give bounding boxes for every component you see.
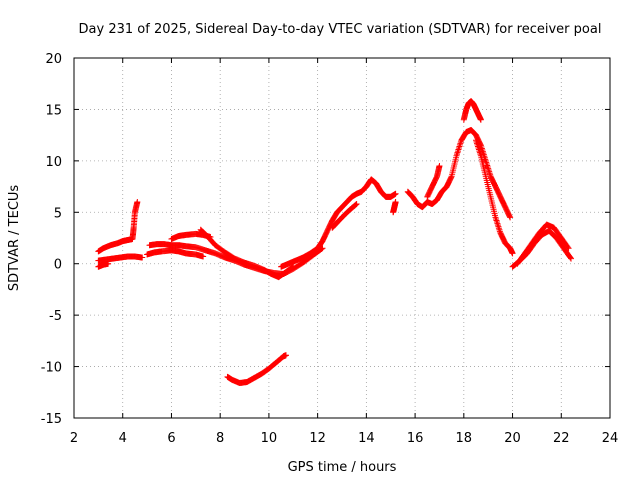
data-point <box>507 214 514 221</box>
data-point <box>392 190 399 197</box>
series-trace-e <box>144 247 207 260</box>
data-point <box>282 352 289 359</box>
series-trace-k <box>390 199 399 216</box>
data-point <box>568 255 575 262</box>
data-point <box>564 244 571 251</box>
y-tick-label: 15 <box>45 103 62 118</box>
data-point <box>353 201 360 208</box>
x-tick-label: 22 <box>553 431 570 446</box>
y-tick-label: -15 <box>41 412 62 427</box>
data-point <box>139 254 146 261</box>
series-trace-c <box>95 260 112 270</box>
x-tick-label: 2 <box>70 431 78 446</box>
y-tick-label: 20 <box>45 52 62 67</box>
x-tick-labels: 2 4 6 8 10 12 14 16 18 20 22 24 <box>70 431 618 446</box>
series-layer <box>95 98 575 387</box>
series-trace-i <box>278 176 399 270</box>
data-point <box>289 264 296 271</box>
series-trace-j <box>329 201 360 231</box>
series-trace-g <box>197 226 297 281</box>
series-trace-h <box>224 352 289 387</box>
data-point <box>477 116 484 123</box>
series-trace-a <box>95 199 141 255</box>
y-tick-labels: -15 -10 -5 0 5 10 15 20 <box>41 52 62 427</box>
chart-title: Day 231 of 2025, Sidereal Day-to-day VTE… <box>79 22 602 37</box>
y-tick-label: 5 <box>54 206 62 221</box>
grid-layer <box>74 58 610 418</box>
x-tick-label: 14 <box>358 431 375 446</box>
data-point <box>509 250 516 257</box>
x-tick-label: 6 <box>167 431 175 446</box>
y-tick-label: -5 <box>49 309 62 324</box>
series-trace-l <box>404 127 514 221</box>
y-tick-label: -10 <box>41 361 62 376</box>
x-tick-label: 20 <box>504 431 521 446</box>
x-tick-label: 4 <box>119 431 127 446</box>
y-tick-label: 10 <box>45 155 62 170</box>
y-tick-label: 0 <box>54 258 62 273</box>
x-tick-label: 12 <box>309 431 326 446</box>
data-point <box>352 202 359 209</box>
data-point <box>436 163 443 169</box>
x-tick-label: 16 <box>407 431 424 446</box>
x-axis-label: GPS time / hours <box>288 460 397 475</box>
data-point <box>200 253 207 260</box>
series-trace-m <box>424 163 443 200</box>
data-point <box>567 254 574 261</box>
data-point <box>134 199 141 205</box>
x-tick-label: 24 <box>602 431 619 446</box>
tick-layer <box>73 57 611 419</box>
x-tick-label: 8 <box>216 431 224 446</box>
x-tick-label: 18 <box>456 431 473 446</box>
series-trace-o <box>473 137 516 257</box>
series-trace-n <box>460 98 484 123</box>
data-point <box>392 199 399 205</box>
series-trace-q <box>514 221 572 267</box>
data-point <box>105 260 112 267</box>
data-point <box>288 264 295 271</box>
x-tick-label: 10 <box>261 431 278 446</box>
plot-frame <box>73 57 611 419</box>
data-point <box>565 245 572 252</box>
data-point <box>352 201 359 208</box>
y-axis-label: SDTVAR / TECUs <box>7 185 22 292</box>
